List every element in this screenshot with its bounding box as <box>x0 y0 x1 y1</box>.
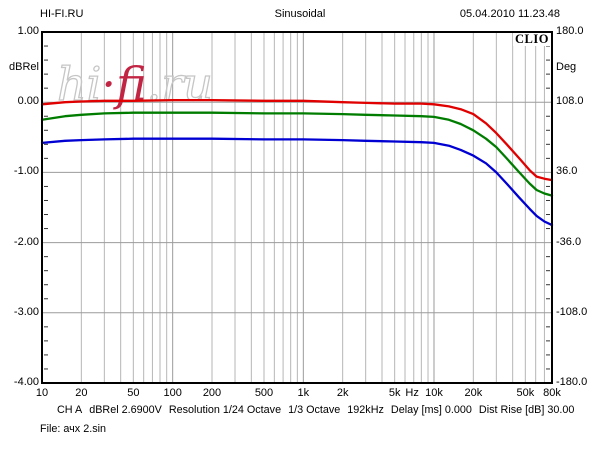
y-left-tick: -3.00 <box>13 306 39 318</box>
y-right-tick: -180.0 <box>556 376 588 388</box>
y-left-tick: 1.00 <box>17 25 39 37</box>
y-left-tick: -1.00 <box>13 165 39 177</box>
x-tick-label: 2k <box>337 387 349 399</box>
file-name-label: File: ачх 2.sin <box>40 423 106 435</box>
status-channel: CH A <box>57 404 83 416</box>
measurement-title: Sinusoidal <box>274 8 326 20</box>
curve-red <box>40 98 554 182</box>
x-tick-label: 80k <box>543 387 561 399</box>
header-datetime: 05.04.2010 11.23.48 <box>459 8 560 20</box>
clio-brand-label: CLIO <box>513 33 551 46</box>
status-smoothing: 1/3 Octave <box>288 404 341 416</box>
x-tick-label: 50 <box>127 387 139 399</box>
curve-blue <box>40 137 554 227</box>
x-tick-label: 5k <box>389 387 401 399</box>
curve-green <box>40 111 554 197</box>
status-dbrel-volts: dBRel 2.6900V <box>89 404 162 416</box>
x-tick-label: 10k <box>425 387 443 399</box>
y-left-tick: 0.00 <box>17 95 39 107</box>
header-site-label: HI-FI.RU <box>40 8 84 20</box>
status-bar: CH A dBRel 2.6900V Resolution 1/24 Octav… <box>57 404 574 416</box>
status-delay: Delay [ms] 0.000 <box>390 404 472 416</box>
y-right-axis-title: Deg <box>556 61 577 73</box>
x-tick-label: 20 <box>75 387 87 399</box>
status-samplerate: 192kHz <box>347 404 384 416</box>
x-tick-label: 200 <box>203 387 221 399</box>
x-tick-label: 1k <box>298 387 310 399</box>
x-tick-label: 10 <box>36 387 48 399</box>
y-right-tick: 108.0 <box>556 95 584 107</box>
y-left-tick: -4.00 <box>13 376 39 388</box>
y-left-tick: -2.00 <box>13 236 39 248</box>
x-axis-unit: Hz <box>405 387 418 399</box>
y-right-tick: 36.0 <box>556 165 578 177</box>
plot-frame <box>41 31 553 384</box>
x-tick-label: 100 <box>163 387 181 399</box>
y-right-tick: 180.0 <box>556 25 584 37</box>
x-tick-label: 50k <box>516 387 534 399</box>
y-right-tick: -108.0 <box>556 306 588 318</box>
status-dist-rise: Dist Rise [dB] 30.00 <box>478 404 575 416</box>
status-resolution: Resolution 1/24 Octave <box>168 404 282 416</box>
x-tick-label: 500 <box>255 387 273 399</box>
y-right-tick: -36.0 <box>556 236 582 248</box>
x-tick-label: 20k <box>464 387 482 399</box>
hifi-ru-watermark: hi·fi.ru <box>57 57 213 111</box>
y-left-axis-title: dBRel <box>9 61 39 73</box>
